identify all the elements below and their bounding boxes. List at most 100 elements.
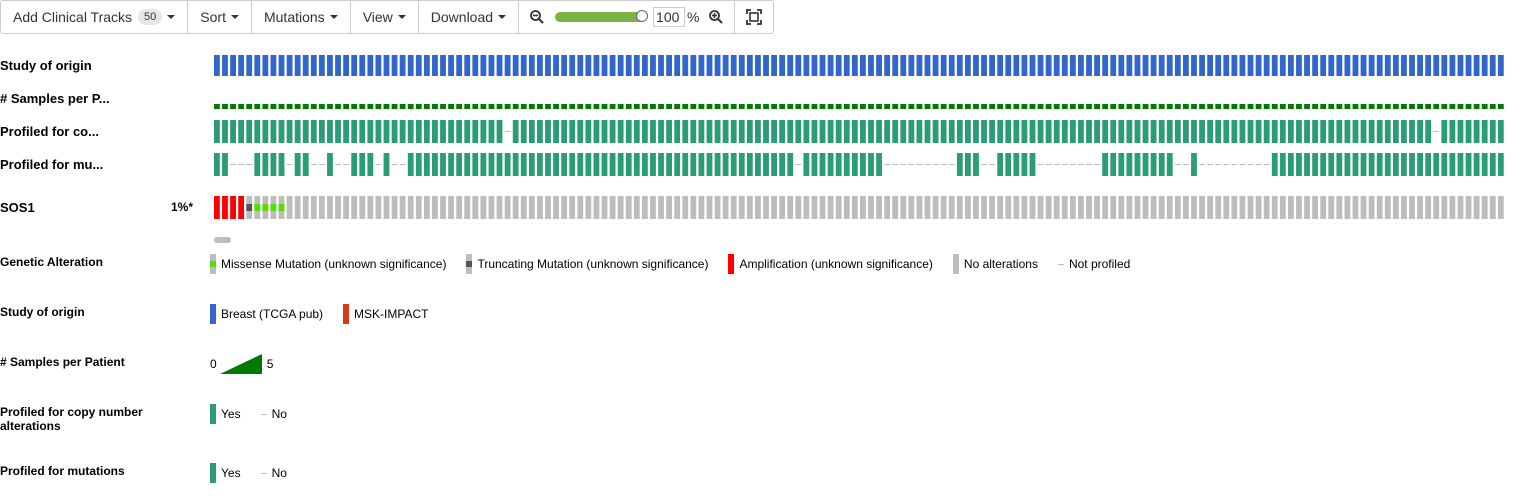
cna-profiled-cell[interactable] <box>690 120 697 143</box>
samples-cell[interactable] <box>545 104 551 109</box>
sos1-no-alteration-cell[interactable] <box>851 196 858 219</box>
mut-profiled-cell[interactable] <box>722 153 729 176</box>
samples-cell[interactable] <box>440 104 446 109</box>
samples-cell[interactable] <box>327 104 333 109</box>
mut-profiled-cell[interactable] <box>432 153 438 176</box>
study-cell[interactable] <box>286 55 293 76</box>
study-cell[interactable] <box>989 55 996 76</box>
mut-profiled-cell[interactable] <box>1465 153 1472 176</box>
sos1-no-alteration-cell[interactable] <box>674 196 681 219</box>
study-cell[interactable] <box>432 55 438 76</box>
mut-profiled-cell[interactable] <box>787 153 794 176</box>
mut-not-profiled-cell[interactable] <box>932 164 939 165</box>
mut-not-profiled-cell[interactable] <box>892 164 899 165</box>
study-cell[interactable] <box>1183 55 1189 76</box>
cna-profiled-cell[interactable] <box>698 120 705 143</box>
sos1-no-alteration-cell[interactable] <box>763 196 769 219</box>
samples-cell[interactable] <box>1037 104 1044 109</box>
study-cell[interactable] <box>964 55 971 76</box>
cna-profiled-cell[interactable] <box>278 120 285 143</box>
cna-profiled-cell[interactable] <box>981 120 987 143</box>
study-cell[interactable] <box>884 55 891 76</box>
samples-cell[interactable] <box>1384 104 1391 109</box>
samples-cell[interactable] <box>351 104 358 109</box>
sos1-no-alteration-cell[interactable] <box>391 196 398 219</box>
sos1-no-alteration-cell[interactable] <box>1344 196 1351 219</box>
cna-profiled-cell[interactable] <box>310 120 317 143</box>
samples-cell[interactable] <box>537 104 543 109</box>
samples-cell[interactable] <box>763 104 769 109</box>
mut-not-profiled-cell[interactable] <box>343 164 350 165</box>
sos1-no-alteration-cell[interactable] <box>1134 196 1141 219</box>
mut-profiled-cell[interactable] <box>448 153 454 176</box>
sos1-no-alteration-cell[interactable] <box>1409 196 1415 219</box>
cna-profiled-cell[interactable] <box>1312 120 1319 143</box>
cna-profiled-cell[interactable] <box>391 120 398 143</box>
mut-not-profiled-cell[interactable] <box>230 164 236 165</box>
sos1-no-alteration-cell[interactable] <box>359 196 366 219</box>
zoom-slider-handle[interactable] <box>636 10 649 22</box>
mut-profiled-cell[interactable] <box>1392 153 1399 176</box>
study-cell[interactable] <box>1457 55 1464 76</box>
study-cell[interactable] <box>908 55 915 76</box>
mut-profiled-cell[interactable] <box>569 153 576 176</box>
mut-profiled-cell[interactable] <box>1368 153 1375 176</box>
sos1-no-alteration-cell[interactable] <box>892 196 899 219</box>
mut-profiled-cell[interactable] <box>270 153 277 176</box>
mut-profiled-cell[interactable] <box>811 153 818 176</box>
sos1-no-alteration-cell[interactable] <box>1231 196 1238 219</box>
sos1-no-alteration-cell[interactable] <box>1199 196 1205 219</box>
mut-profiled-cell[interactable] <box>440 153 446 176</box>
study-cell[interactable] <box>843 55 850 76</box>
cna-profiled-cell[interactable] <box>1102 120 1109 143</box>
cna-profiled-cell[interactable] <box>738 120 745 143</box>
sos1-no-alteration-cell[interactable] <box>609 196 616 219</box>
samples-cell[interactable] <box>569 104 576 109</box>
mut-not-profiled-cell[interactable] <box>1231 164 1238 165</box>
cna-profiled-cell[interactable] <box>528 120 535 143</box>
cna-profiled-cell[interactable] <box>432 120 438 143</box>
mut-profiled-cell[interactable] <box>1110 153 1117 176</box>
sos1-no-alteration-cell[interactable] <box>1239 196 1246 219</box>
sos1-no-alteration-cell[interactable] <box>1473 196 1480 219</box>
study-cell[interactable] <box>625 55 632 76</box>
sos1-no-alteration-cell[interactable] <box>1263 196 1270 219</box>
sos1-no-alteration-cell[interactable] <box>884 196 891 219</box>
cna-profiled-cell[interactable] <box>860 120 866 143</box>
cna-profiled-cell[interactable] <box>779 120 786 143</box>
mut-profiled-cell[interactable] <box>1134 153 1141 176</box>
zoom-slider[interactable] <box>555 10 649 22</box>
study-cell[interactable] <box>827 55 834 76</box>
sos1-no-alteration-cell[interactable] <box>561 196 568 219</box>
mut-not-profiled-cell[interactable] <box>948 164 955 165</box>
study-cell[interactable] <box>1207 55 1214 76</box>
study-cell[interactable] <box>262 55 269 76</box>
samples-cell[interactable] <box>1045 104 1052 109</box>
study-cell[interactable] <box>1352 55 1359 76</box>
mut-not-profiled-cell[interactable] <box>1183 164 1189 165</box>
study-cell[interactable] <box>1481 55 1488 76</box>
sos1-no-alteration-cell[interactable] <box>286 196 293 219</box>
mut-not-profiled-cell[interactable] <box>940 164 947 165</box>
samples-cell[interactable] <box>512 104 519 109</box>
mut-profiled-cell[interactable] <box>1384 153 1391 176</box>
study-cell[interactable] <box>763 55 769 76</box>
samples-cell[interactable] <box>553 104 559 109</box>
cna-profiled-cell[interactable] <box>1078 120 1084 143</box>
study-cell[interactable] <box>1271 55 1278 76</box>
study-cell[interactable] <box>310 55 317 76</box>
cna-profiled-cell[interactable] <box>1457 120 1464 143</box>
sos1-no-alteration-cell[interactable] <box>827 196 834 219</box>
cna-profiled-cell[interactable] <box>351 120 358 143</box>
cna-profiled-cell[interactable] <box>375 120 382 143</box>
sos1-no-alteration-cell[interactable] <box>1320 196 1327 219</box>
samples-cell[interactable] <box>666 104 673 109</box>
study-cell[interactable] <box>1174 55 1181 76</box>
samples-cell[interactable] <box>1376 104 1383 109</box>
cna-profiled-cell[interactable] <box>601 120 608 143</box>
samples-cell[interactable] <box>658 104 664 109</box>
study-cell[interactable] <box>601 55 608 76</box>
sos1-no-alteration-cell[interactable] <box>488 196 495 219</box>
mut-profiled-cell[interactable] <box>351 153 358 176</box>
sos1-no-alteration-cell[interactable] <box>399 196 406 219</box>
